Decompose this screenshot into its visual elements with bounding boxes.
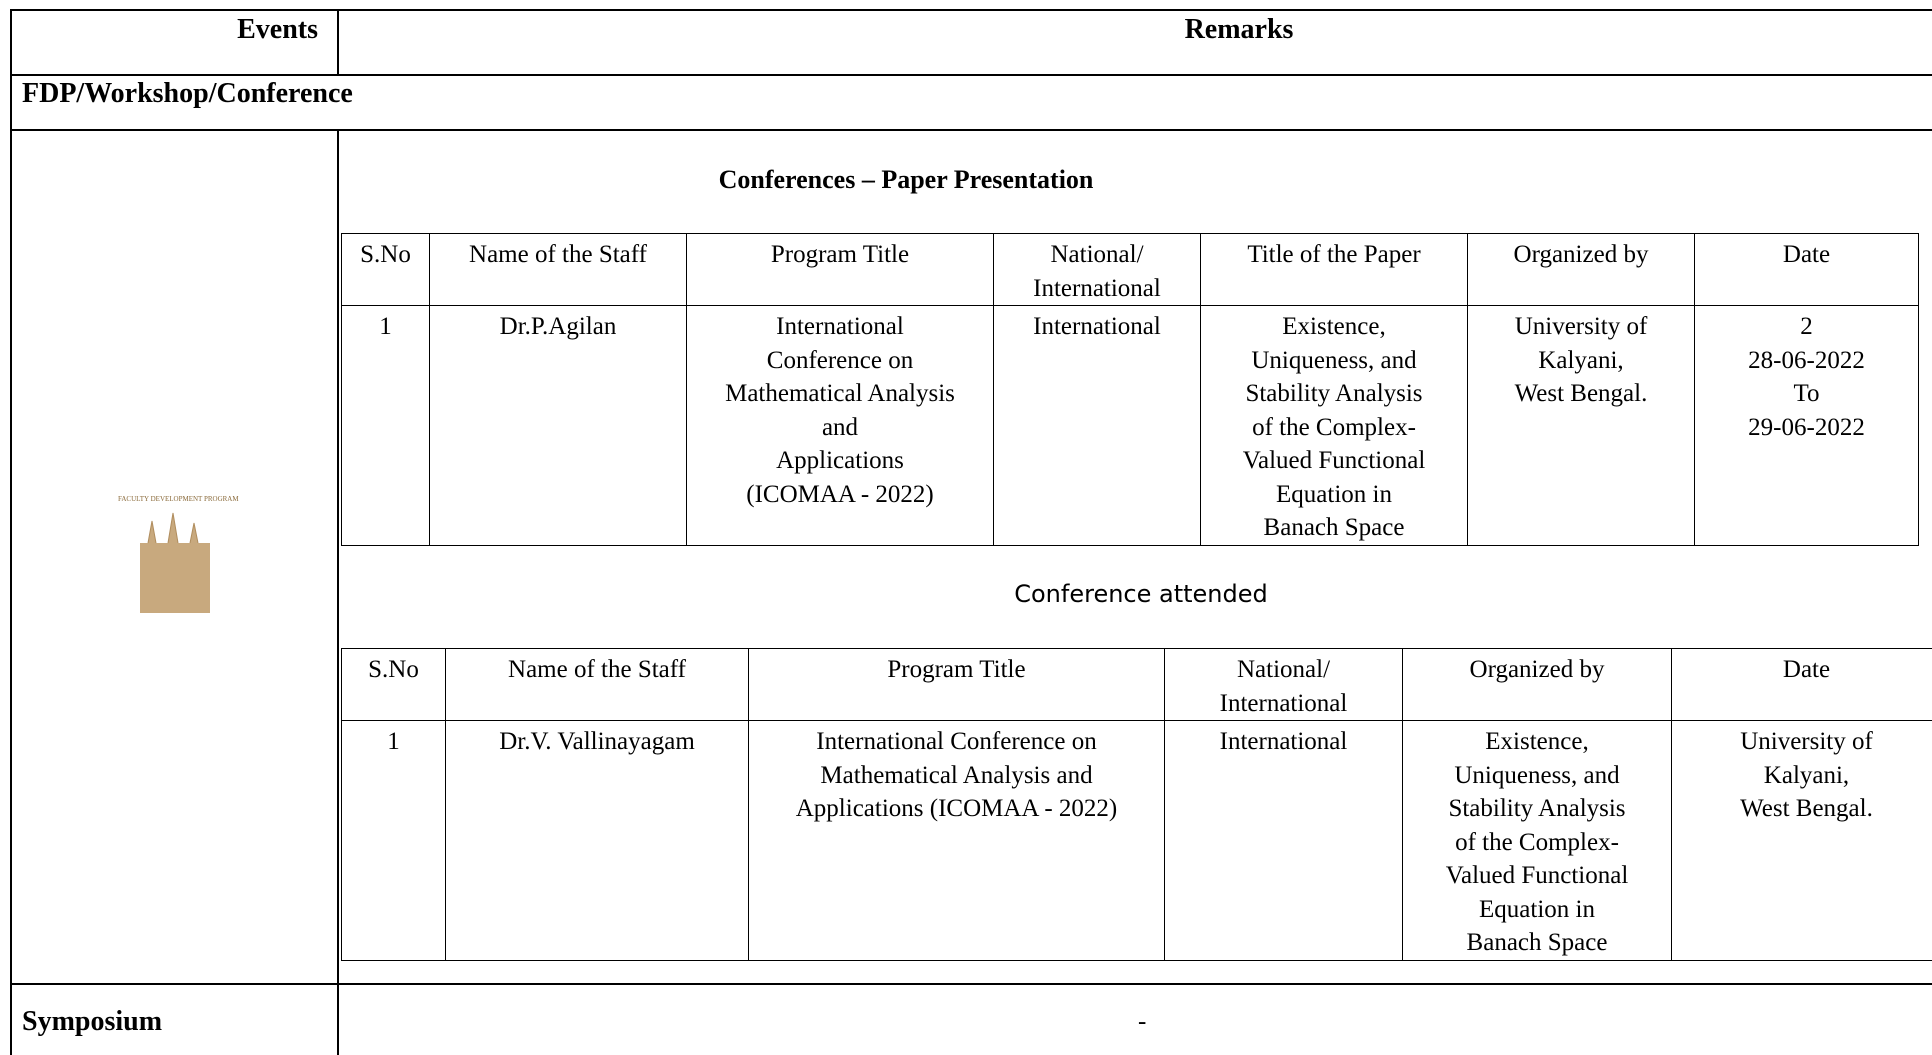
table-row: 1 Dr.V. Vallinayagam International Confere… bbox=[341, 720, 1932, 961]
events-header: Events bbox=[237, 14, 318, 45]
rule bbox=[10, 74, 1932, 76]
logo-shape bbox=[140, 543, 210, 613]
table-cell: Organized by bbox=[1402, 648, 1672, 721]
attended-table: S.No Name of the Staff Program Title Nation… bbox=[341, 648, 1932, 961]
table-cell: National/ International bbox=[993, 233, 1201, 306]
table-cell: Program Title bbox=[748, 648, 1165, 721]
table-cell: National/ International bbox=[1164, 648, 1403, 721]
rule bbox=[10, 129, 1932, 131]
logo: FACULTY DEVELOPMENT PROGRAM bbox=[118, 495, 239, 619]
rule bbox=[337, 9, 339, 74]
table-cell: 2 28-06-2022 To 29-06-2022 bbox=[1694, 305, 1919, 546]
table-cell: Dr.P.Agilan bbox=[429, 305, 687, 546]
table-cell: Organized by bbox=[1467, 233, 1695, 306]
rule bbox=[10, 9, 1932, 11]
table-cell: International bbox=[993, 305, 1201, 546]
remarks-header: Remarks bbox=[1184, 14, 1294, 45]
table-cell: 1 bbox=[341, 305, 430, 546]
table-title: Conferences – Paper Presentation bbox=[718, 165, 1094, 194]
table-cell: Existence, Uniqueness, and Stability Ana… bbox=[1200, 305, 1468, 546]
rule bbox=[10, 983, 1932, 985]
table-cell: 1 bbox=[341, 720, 446, 961]
table-cell: International Conference on Mathematical… bbox=[686, 305, 994, 546]
logo-caption: FACULTY DEVELOPMENT PROGRAM bbox=[118, 495, 239, 503]
table-cell: Name of the Staff bbox=[445, 648, 749, 721]
table-cell: Date bbox=[1671, 648, 1932, 721]
section-title: FDP/Workshop/Conference bbox=[22, 78, 353, 109]
table-row: S.No Name of the Staff Program Title Nation… bbox=[341, 648, 1932, 721]
logo-graphic bbox=[140, 512, 210, 613]
symposium-label: Symposium bbox=[22, 1006, 163, 1037]
table-cell: University of Kalyani, West Bengal. bbox=[1671, 720, 1932, 961]
table-cell: Name of the Staff bbox=[429, 233, 687, 306]
logo-shape bbox=[147, 512, 199, 544]
paper-table: S.No Name of the Staff Program Title Nation… bbox=[341, 233, 1919, 546]
table-row: S.No Name of the Staff Program Title Nation… bbox=[341, 233, 1919, 306]
table-row: 1 Dr.P.Agilan International Conference on … bbox=[341, 305, 1919, 546]
table-cell: S.No bbox=[341, 233, 430, 306]
table-cell: Dr.V. Vallinayagam bbox=[445, 720, 749, 961]
table-cell: S.No bbox=[341, 648, 446, 721]
table-cell: International bbox=[1164, 720, 1403, 961]
table-cell: Program Title bbox=[686, 233, 994, 306]
table-cell: International Conference on Mathematical… bbox=[748, 720, 1165, 961]
table-cell: Date bbox=[1694, 233, 1919, 306]
rule bbox=[337, 129, 339, 1055]
table-cell: University of Kalyani, West Bengal. bbox=[1467, 305, 1695, 546]
table-cell: Title of the Paper bbox=[1200, 233, 1468, 306]
rule bbox=[10, 9, 12, 1055]
symposium-remarks: - bbox=[1138, 1008, 1147, 1035]
table-cell: Existence, Uniqueness, and Stability Ana… bbox=[1402, 720, 1672, 961]
table-title: Conference attended bbox=[1014, 580, 1268, 608]
